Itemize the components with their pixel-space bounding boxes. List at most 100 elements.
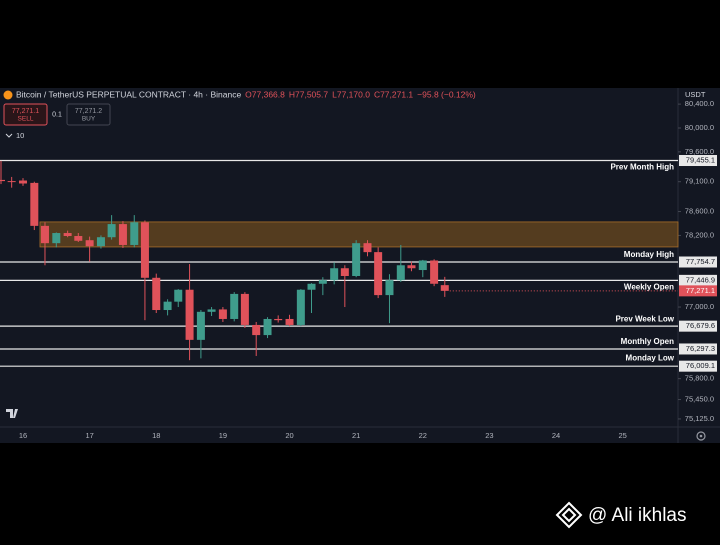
candle-body (218, 309, 227, 319)
candle-body (340, 268, 349, 277)
candle-body (196, 311, 205, 340)
level-name: Monday Low (626, 353, 675, 362)
candle-body (40, 225, 49, 244)
buy-label[interactable]: BUY (82, 116, 96, 123)
sell-price[interactable]: 77,271.1 (12, 108, 39, 115)
y-tick-label: 77,000.0 (685, 302, 714, 311)
candle-body (440, 285, 449, 291)
currency: USDT (685, 90, 706, 99)
y-tick-label: 75,800.0 (685, 374, 714, 383)
last-price-label: 77,271.1 (686, 286, 715, 295)
candle-body (274, 318, 283, 321)
symbol-title: Bitcoin / TetherUS PERPETUAL CONTRACT · … (16, 89, 241, 99)
x-tick-label: 17 (85, 431, 93, 440)
candle-body (407, 265, 416, 269)
candle-body (263, 318, 272, 336)
level-price-label: 76,297.3 (686, 344, 715, 353)
level-price-label: 76,009.1 (686, 361, 715, 370)
candle-body (396, 265, 405, 281)
level-price-box (679, 320, 717, 332)
level-name: Prev Week Low (615, 314, 674, 323)
sell-button[interactable] (3, 103, 48, 126)
x-tick-label: 25 (619, 431, 627, 440)
candle-body (163, 301, 172, 311)
level-price-label: 76,679.6 (686, 321, 715, 330)
y-tick-label: 79,100.0 (685, 177, 714, 186)
candle-body (296, 289, 305, 325)
tradingview-logo[interactable] (6, 409, 18, 418)
candle-body (7, 181, 16, 183)
level-price-box (679, 274, 717, 286)
candle-body (230, 293, 239, 319)
level-name: Prev Month High (610, 163, 674, 172)
level-price-label: 77,446.9 (686, 275, 715, 284)
candle-body (63, 233, 72, 237)
buy-button[interactable] (66, 103, 111, 126)
x-tick-label: 23 (485, 431, 493, 440)
x-tick-label: 18 (152, 431, 160, 440)
ohlc-value: L77,170.0 (332, 89, 370, 99)
settings-icon-dot (699, 434, 703, 438)
level-name: Monday High (624, 250, 674, 259)
level-name: Monthly Open (621, 337, 674, 346)
buy-price[interactable]: 77,271.2 (75, 108, 102, 115)
candle-body (18, 180, 27, 184)
candle-body (330, 268, 339, 281)
symbol-icon (3, 90, 13, 100)
level-price-box (679, 343, 717, 355)
candle-body (418, 260, 427, 271)
level-price-box (679, 256, 717, 268)
last-price-box (679, 285, 717, 297)
ohlc-legend: O77,366.8 H77,505.7 L77,170.0 C77,271.1 −95.… (245, 89, 476, 99)
candle-body (374, 252, 383, 296)
y-tick-label: 79,600.0 (685, 147, 714, 156)
candle-body (130, 222, 139, 245)
x-tick-label: 20 (285, 431, 293, 440)
candle-body (85, 240, 94, 247)
candle-body (152, 277, 161, 311)
sell-label[interactable]: SELL (18, 116, 34, 123)
ohlc-value: C77,271.1 (374, 89, 413, 99)
candle-body (0, 179, 5, 182)
candle-body (430, 260, 439, 284)
y-tick-label: 78,200.0 (685, 230, 714, 239)
candle-body (207, 309, 216, 312)
candle-body (140, 222, 149, 278)
candle-body (74, 236, 83, 241)
candle-body (352, 243, 361, 277)
x-tick-label: 19 (219, 431, 227, 440)
y-tick-label: 75,125.0 (685, 414, 714, 423)
x-tick-label: 21 (352, 431, 360, 440)
x-tick-label: 24 (552, 431, 560, 440)
level-price-label: 77,754.7 (686, 257, 715, 266)
indicator-toggle[interactable] (5, 133, 13, 138)
settings-icon[interactable] (696, 431, 706, 441)
y-tick-label: 80,000.0 (685, 123, 714, 132)
candle-body (318, 280, 327, 284)
candle-body (174, 289, 183, 302)
indicator-count[interactable]: 10 (16, 131, 24, 140)
candle-body (307, 283, 316, 290)
level-name: Weekly Open (624, 282, 674, 291)
candle-body (252, 324, 261, 336)
ohlc-value: H77,505.7 (289, 89, 328, 99)
level-price-label: 79,455.1 (686, 155, 715, 164)
ohlc-value: O77,366.8 (245, 89, 285, 99)
candle-body (118, 224, 127, 245)
y-tick-label: 80,400.0 (685, 99, 714, 108)
candle-body (285, 318, 294, 325)
overlay: Bitcoin / TetherUS PERPETUAL CONTRACT · … (3, 89, 717, 529)
y-tick-label: 78,600.0 (685, 207, 714, 216)
ohlc-value: −95.8 (−0.12%) (417, 89, 476, 99)
candle-body (107, 224, 116, 238)
candle-body (52, 233, 61, 244)
watermark: @ Ali ikhlas (588, 505, 687, 526)
candle-body (96, 237, 105, 247)
candle-body (363, 243, 372, 253)
quantity[interactable]: 0.1 (52, 111, 62, 118)
level-price-box (679, 360, 717, 372)
candle-body (30, 182, 39, 226)
y-tick-label: 75,450.0 (685, 395, 714, 404)
level-price-box (679, 155, 717, 167)
